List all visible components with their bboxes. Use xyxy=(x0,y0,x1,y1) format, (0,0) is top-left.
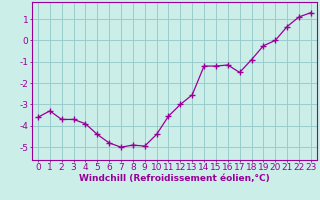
X-axis label: Windchill (Refroidissement éolien,°C): Windchill (Refroidissement éolien,°C) xyxy=(79,174,270,183)
